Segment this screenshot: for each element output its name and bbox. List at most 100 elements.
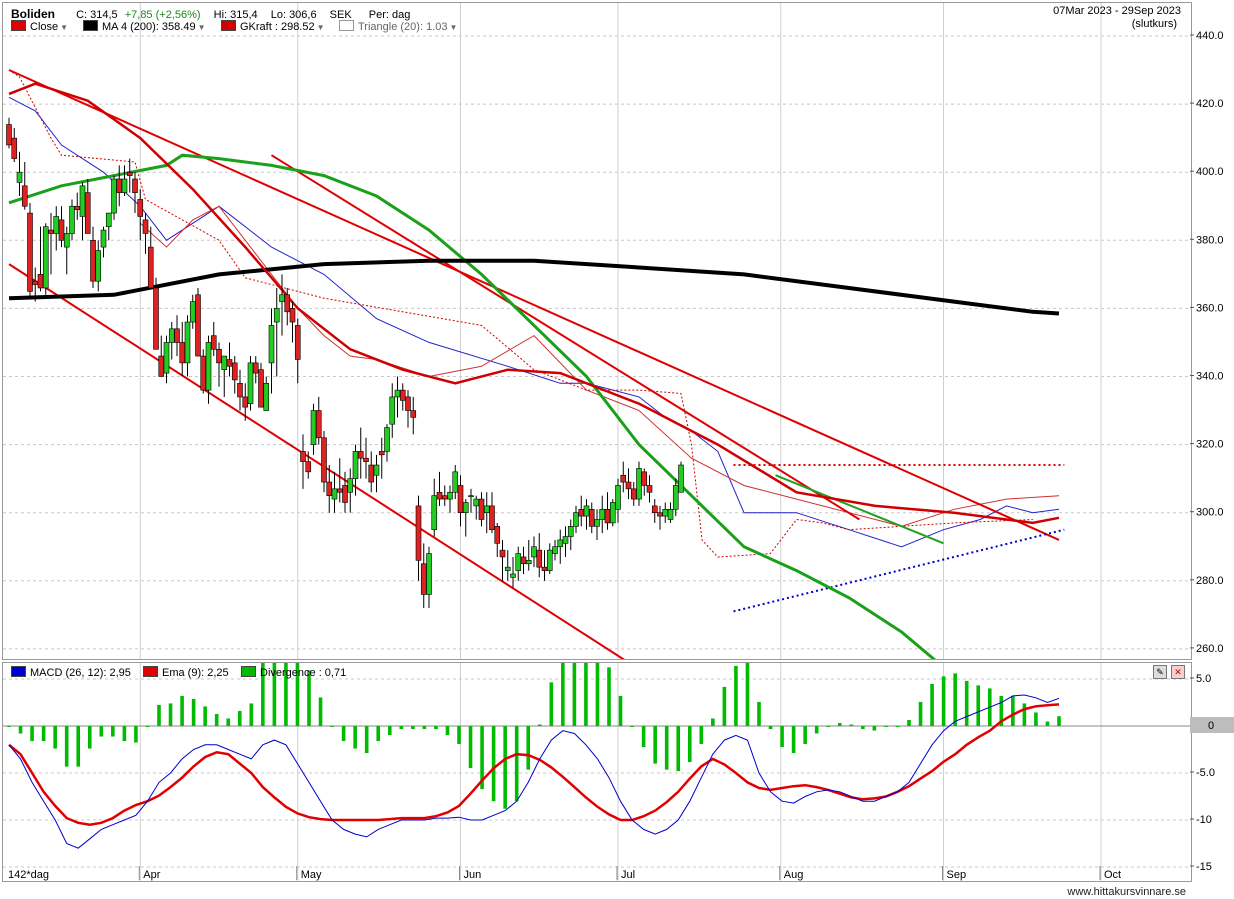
candle-body — [252, 362, 259, 374]
gkraft-line — [8, 82, 1060, 525]
candle-body — [210, 335, 217, 350]
footer-url[interactable]: www.hittakursvinnare.se — [1067, 886, 1186, 898]
candle-body — [394, 389, 401, 398]
mid-trend-line — [270, 154, 861, 521]
high-value: Hi: 315,4 — [213, 9, 258, 21]
divergence-bar — [711, 718, 715, 726]
candle-body — [504, 566, 511, 571]
candle-body — [357, 451, 364, 459]
divergence-legend-label: Divergence : 0,71 — [260, 667, 347, 679]
macd-chart-panel: MACD (26, 12): 2,95 Ema (9): 2,25 Diverg… — [2, 662, 1192, 882]
candle-body — [216, 348, 222, 364]
candle-body — [431, 495, 438, 531]
candle-body — [79, 185, 86, 217]
macd-tick-label: 5.0 — [1196, 673, 1211, 685]
divergence-bar — [284, 663, 288, 726]
candle-body — [142, 219, 149, 234]
legend-gkraft[interactable]: GKraft : 298.52 ▼ — [221, 20, 331, 33]
chevron-down-icon[interactable]: ▼ — [60, 23, 69, 32]
candle-body — [305, 461, 312, 473]
divergence-bar — [503, 726, 507, 809]
divergence-bar — [122, 726, 127, 742]
candle-body — [100, 229, 107, 248]
divergence-bar — [757, 701, 761, 726]
candle-body — [420, 563, 427, 595]
divergence-bar — [526, 726, 531, 770]
macd-legend-swatch — [11, 666, 26, 677]
macd-tick-label: -15 — [1196, 861, 1212, 873]
thin-indicator-line — [139, 205, 1060, 527]
candle-body — [95, 250, 102, 282]
macd-legend-divergence[interactable]: Divergence : 0,71 — [241, 666, 346, 679]
divergence-bar — [584, 663, 588, 726]
divergence-bar — [849, 724, 854, 726]
divergence-bar — [111, 726, 115, 737]
candle-body — [21, 185, 28, 207]
candle-body — [263, 383, 270, 411]
price-tick-label: 440.0 — [1196, 30, 1224, 42]
divergence-bar — [607, 667, 611, 726]
legend-triangle[interactable]: Triangle (20): 1.03 ▼ — [339, 20, 463, 33]
divergence-bar — [145, 726, 150, 727]
divergence-bar — [1057, 716, 1061, 726]
candle-body — [111, 178, 117, 214]
candle-body — [578, 508, 585, 517]
divergence-bar — [630, 726, 634, 727]
candle-body — [667, 508, 674, 520]
chevron-down-icon[interactable]: ▼ — [316, 23, 325, 32]
legend-triangle-swatch — [339, 20, 354, 31]
legend-close[interactable]: Close ▼ — [11, 20, 74, 33]
date-range: 07Mar 2023 - 29Sep 2023 — [1053, 5, 1181, 17]
divergence-bar — [261, 663, 265, 726]
macd-legend-ema[interactable]: Ema (9): 2,25 — [143, 666, 229, 679]
candle-body — [237, 383, 243, 398]
divergence-bar — [734, 665, 738, 726]
candle-body — [636, 468, 642, 500]
divergence-bar — [826, 726, 831, 727]
divergence-bar — [214, 713, 219, 726]
candle-body — [226, 359, 233, 367]
candle-body — [105, 212, 112, 227]
divergence-bar — [18, 726, 23, 734]
candle-body — [536, 549, 543, 568]
price-mode: (slutkurs) — [1131, 18, 1177, 30]
candle-body — [69, 205, 75, 234]
divergence-bar — [249, 703, 254, 726]
price-chart-svg — [3, 3, 1191, 659]
divergence-bar — [134, 726, 138, 743]
legend-gkraft-label: GKraft : 298.52 — [240, 21, 315, 33]
divergence-bar — [837, 722, 842, 726]
divergence-bar — [514, 726, 519, 802]
divergence-bar — [687, 726, 692, 763]
chevron-down-icon[interactable]: ▼ — [449, 23, 458, 32]
chevron-down-icon[interactable]: ▼ — [197, 23, 206, 32]
candle-body — [567, 526, 574, 537]
legend-ma-swatch — [83, 20, 98, 31]
divergence-bar — [457, 726, 461, 745]
divergence-bar — [745, 663, 750, 726]
candle-body — [242, 396, 249, 408]
ema-legend-label: Ema (9): 2,25 — [162, 667, 229, 679]
divergence-bar — [364, 726, 369, 754]
legend-close-swatch — [11, 20, 26, 31]
macd-tick-label: -5.0 — [1196, 767, 1215, 779]
upper-trend-line — [8, 69, 1060, 541]
candle-body — [599, 508, 606, 520]
wrench-icon[interactable]: ✎ — [1153, 665, 1167, 679]
candle-body — [279, 294, 285, 302]
candle-body — [583, 505, 590, 517]
candle-body — [184, 321, 191, 364]
ema-line — [8, 703, 1060, 826]
candle-body — [641, 471, 648, 486]
candle-body — [609, 502, 616, 524]
candle-body — [646, 485, 653, 493]
price-tick-label: 300.0 — [1196, 507, 1224, 519]
candle-body — [520, 556, 527, 565]
divergence-bar — [941, 676, 946, 726]
divergence-bar — [295, 663, 300, 726]
close-icon[interactable]: ✕ — [1171, 665, 1185, 679]
legend-ma[interactable]: MA 4 (200): 358.49 ▼ — [83, 20, 211, 33]
divergence-bar — [803, 726, 807, 745]
candle-body — [326, 481, 333, 496]
macd-legend-macd[interactable]: MACD (26, 12): 2,95 — [11, 666, 131, 679]
